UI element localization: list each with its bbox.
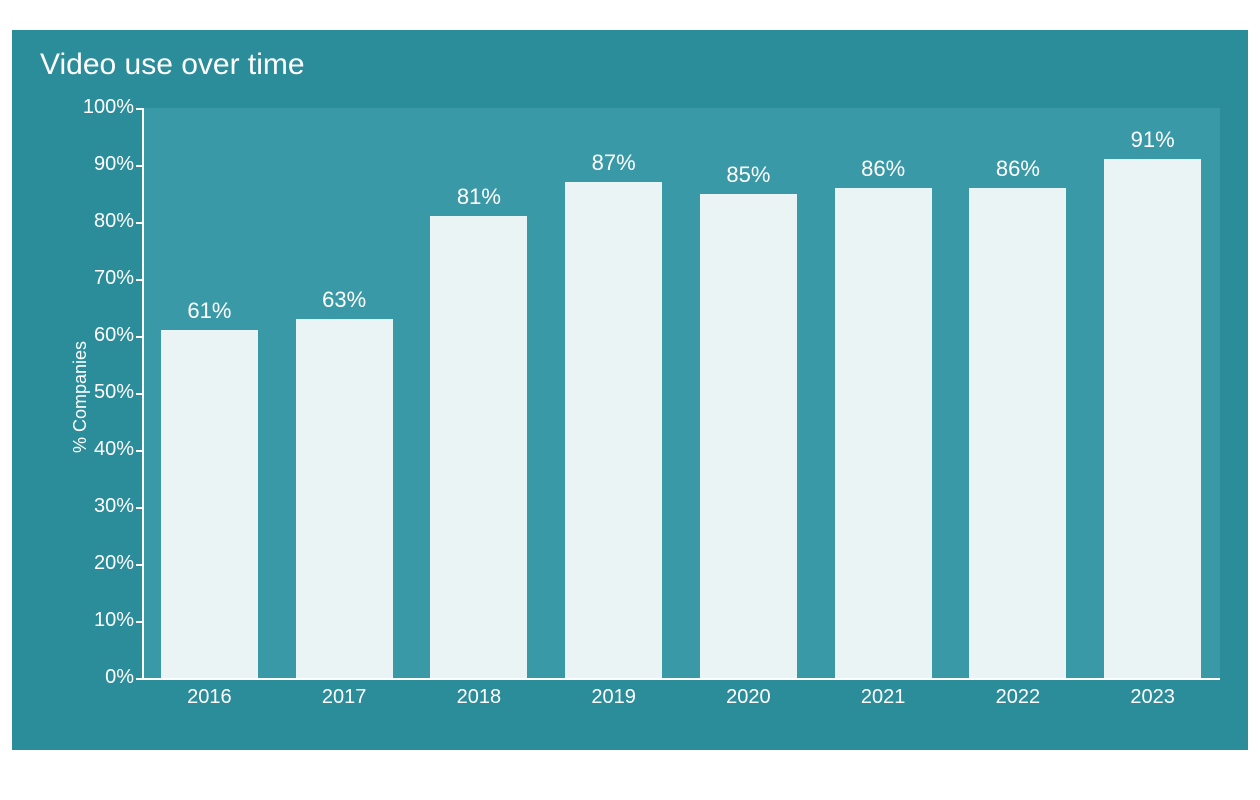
- y-tick-mark: [136, 393, 142, 395]
- y-tick-label: 50%: [74, 381, 134, 404]
- bar-value-label: 86%: [816, 156, 951, 182]
- y-tick-mark: [136, 507, 142, 509]
- y-tick-label: 40%: [74, 438, 134, 461]
- y-tick-mark: [136, 621, 142, 623]
- bar: [700, 194, 797, 679]
- x-axis-line: [142, 678, 1220, 680]
- y-tick-label: 30%: [74, 495, 134, 518]
- y-tick-label: 90%: [74, 153, 134, 176]
- y-tick-mark: [136, 108, 142, 110]
- x-tick-label: 2018: [412, 686, 547, 709]
- y-tick-mark: [136, 279, 142, 281]
- bar-value-label: 63%: [277, 287, 412, 313]
- y-tick-mark: [136, 450, 142, 452]
- y-tick-mark: [136, 564, 142, 566]
- bar: [296, 319, 393, 678]
- y-axis-line: [142, 108, 144, 678]
- bar: [161, 330, 258, 678]
- bar-value-label: 91%: [1085, 127, 1220, 153]
- y-tick-label: 60%: [74, 324, 134, 347]
- bar: [1104, 159, 1201, 678]
- chart-canvas: Video use over time % Companies 0%10%20%…: [12, 30, 1248, 750]
- y-tick-mark: [136, 678, 142, 680]
- y-tick-mark: [136, 165, 142, 167]
- y-tick-mark: [136, 336, 142, 338]
- bar-value-label: 61%: [142, 298, 277, 324]
- bar-value-label: 86%: [951, 156, 1086, 182]
- bar: [565, 182, 662, 678]
- x-tick-label: 2023: [1085, 686, 1220, 709]
- bar-value-label: 85%: [681, 162, 816, 188]
- y-tick-label: 100%: [74, 96, 134, 119]
- y-tick-label: 10%: [74, 609, 134, 632]
- y-tick-label: 20%: [74, 552, 134, 575]
- x-tick-label: 2019: [546, 686, 681, 709]
- x-tick-label: 2021: [816, 686, 951, 709]
- bar: [430, 216, 527, 678]
- bar-value-label: 81%: [412, 184, 547, 210]
- y-tick-label: 80%: [74, 210, 134, 233]
- x-tick-label: 2022: [951, 686, 1086, 709]
- y-tick-label: 70%: [74, 267, 134, 290]
- bar: [835, 188, 932, 678]
- x-tick-label: 2020: [681, 686, 816, 709]
- plot-area: [142, 108, 1220, 678]
- x-tick-label: 2016: [142, 686, 277, 709]
- bar-value-label: 87%: [546, 150, 681, 176]
- bar: [969, 188, 1066, 678]
- x-tick-label: 2017: [277, 686, 412, 709]
- y-tick-mark: [136, 222, 142, 224]
- y-tick-label: 0%: [74, 666, 134, 689]
- chart-title: Video use over time: [40, 48, 305, 82]
